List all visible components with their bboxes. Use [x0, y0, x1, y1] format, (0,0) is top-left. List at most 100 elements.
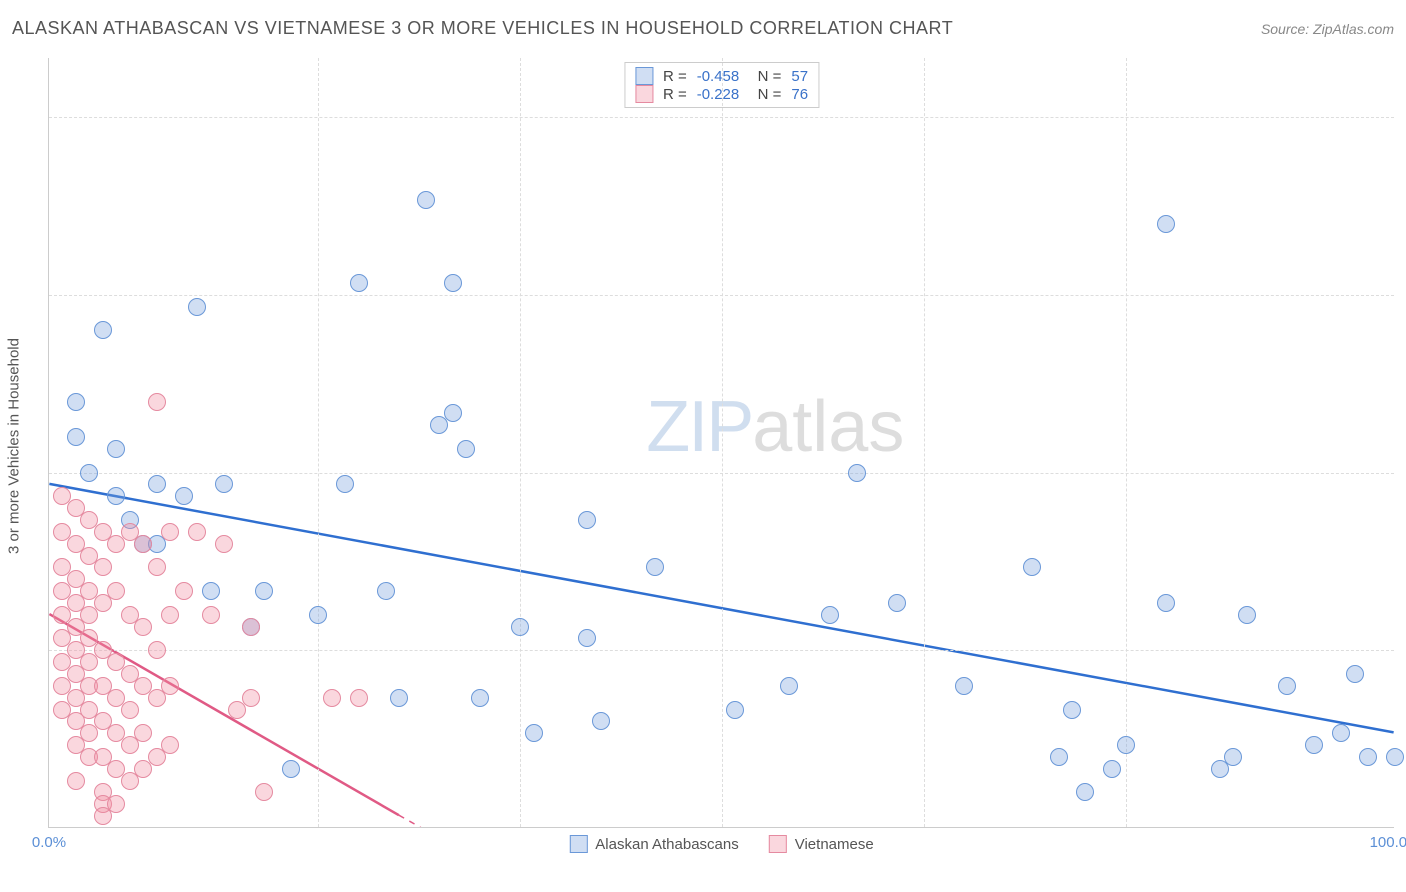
- data-point: [646, 558, 664, 576]
- swatch-series-2: [635, 85, 653, 103]
- corr-r-2: -0.228: [697, 86, 740, 103]
- data-point: [444, 404, 462, 422]
- data-point: [848, 464, 866, 482]
- data-point: [350, 274, 368, 292]
- data-point: [377, 582, 395, 600]
- data-point: [202, 606, 220, 624]
- data-point: [107, 795, 125, 813]
- source-label: Source: ZipAtlas.com: [1261, 21, 1394, 37]
- gridline-v: [1126, 58, 1127, 827]
- data-point: [255, 582, 273, 600]
- data-point: [323, 689, 341, 707]
- data-point: [1050, 748, 1068, 766]
- data-point: [107, 440, 125, 458]
- data-point: [1157, 215, 1175, 233]
- data-point: [1117, 736, 1135, 754]
- data-point: [161, 677, 179, 695]
- data-point: [1238, 606, 1256, 624]
- data-point: [1103, 760, 1121, 778]
- data-point: [457, 440, 475, 458]
- data-point: [94, 558, 112, 576]
- data-point: [161, 736, 179, 754]
- data-point: [336, 475, 354, 493]
- data-point: [1386, 748, 1404, 766]
- data-point: [242, 618, 260, 636]
- data-point: [107, 582, 125, 600]
- watermark: ZIPatlas: [646, 386, 904, 468]
- data-point: [202, 582, 220, 600]
- legend-item-2: Vietnamese: [769, 835, 874, 853]
- data-point: [148, 558, 166, 576]
- data-point: [726, 701, 744, 719]
- corr-n-1: 57: [791, 68, 808, 85]
- data-point: [67, 428, 85, 446]
- scatter-chart: ZIPatlas R = -0.458 N = 57 R = -0.228 N …: [48, 58, 1394, 828]
- x-tick-label: 100.0%: [1370, 834, 1406, 851]
- data-point: [121, 701, 139, 719]
- data-point: [444, 274, 462, 292]
- data-point: [1346, 665, 1364, 683]
- legend-item-1: Alaskan Athabascans: [569, 835, 738, 853]
- data-point: [148, 475, 166, 493]
- legend-swatch-2: [769, 835, 787, 853]
- data-point: [161, 523, 179, 541]
- gridline-v: [520, 58, 521, 827]
- legend-swatch-1: [569, 835, 587, 853]
- data-point: [80, 464, 98, 482]
- data-point: [67, 393, 85, 411]
- data-point: [821, 606, 839, 624]
- data-point: [1157, 594, 1175, 612]
- data-point: [578, 629, 596, 647]
- gridline-v: [924, 58, 925, 827]
- data-point: [134, 535, 152, 553]
- y-axis-label: 3 or more Vehicles in Household: [6, 338, 23, 554]
- x-tick-label: 0.0%: [32, 834, 66, 851]
- data-point: [1224, 748, 1242, 766]
- legend: Alaskan Athabascans Vietnamese: [569, 835, 873, 853]
- gridline-v: [318, 58, 319, 827]
- gridline-v: [722, 58, 723, 827]
- data-point: [780, 677, 798, 695]
- data-point: [107, 487, 125, 505]
- data-point: [148, 641, 166, 659]
- data-point: [242, 689, 260, 707]
- data-point: [350, 689, 368, 707]
- data-point: [134, 724, 152, 742]
- data-point: [175, 582, 193, 600]
- data-point: [1305, 736, 1323, 754]
- data-point: [188, 298, 206, 316]
- data-point: [1076, 783, 1094, 801]
- data-point: [67, 772, 85, 790]
- data-point: [525, 724, 543, 742]
- data-point: [471, 689, 489, 707]
- data-point: [1063, 701, 1081, 719]
- data-point: [1023, 558, 1041, 576]
- data-point: [578, 511, 596, 529]
- data-point: [888, 594, 906, 612]
- data-point: [1332, 724, 1350, 742]
- data-point: [390, 689, 408, 707]
- swatch-series-1: [635, 67, 653, 85]
- legend-label-1: Alaskan Athabascans: [595, 836, 738, 853]
- data-point: [955, 677, 973, 695]
- data-point: [215, 475, 233, 493]
- data-point: [592, 712, 610, 730]
- data-point: [309, 606, 327, 624]
- data-point: [282, 760, 300, 778]
- corr-r-1: -0.458: [697, 68, 740, 85]
- data-point: [1278, 677, 1296, 695]
- data-point: [417, 191, 435, 209]
- data-point: [188, 523, 206, 541]
- data-point: [511, 618, 529, 636]
- data-point: [255, 783, 273, 801]
- data-point: [215, 535, 233, 553]
- data-point: [94, 321, 112, 339]
- data-point: [1359, 748, 1377, 766]
- legend-label-2: Vietnamese: [795, 836, 874, 853]
- data-point: [161, 606, 179, 624]
- data-point: [175, 487, 193, 505]
- chart-title: ALASKAN ATHABASCAN VS VIETNAMESE 3 OR MO…: [12, 18, 953, 39]
- data-point: [148, 393, 166, 411]
- data-point: [134, 618, 152, 636]
- corr-n-2: 76: [791, 86, 808, 103]
